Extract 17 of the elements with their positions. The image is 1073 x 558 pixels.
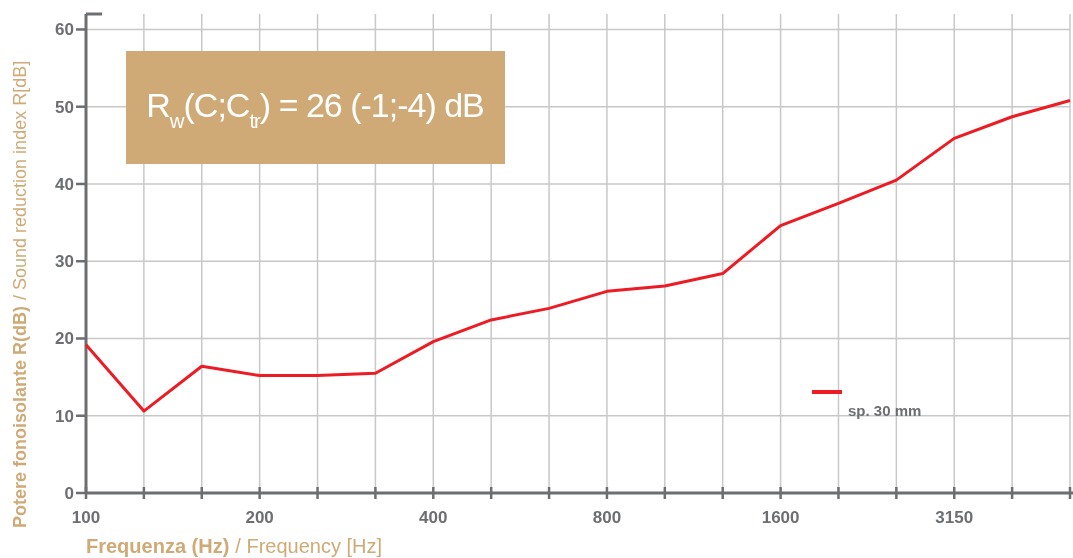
x-tick-label: 100	[71, 508, 101, 527]
x-tick-label: 200	[245, 508, 274, 527]
text: sp. 30 mm	[848, 402, 922, 419]
annotation: R$_{w}$(C;C$_{tr}$) = 26 (-1;-4) dB	[146, 86, 484, 132]
x-axis-title: Frequenza (Hz) / Frequency [Hz]	[86, 535, 383, 557]
x-tick-label: 800	[592, 508, 622, 527]
x-tick-label: 1600	[761, 508, 800, 527]
y-tick-label: 0	[64, 483, 74, 503]
x-tick-label: 3150	[935, 508, 974, 527]
x-tick-label: 400	[419, 508, 448, 527]
y-tick-label: 60	[55, 20, 74, 40]
y-tick-label: 50	[55, 97, 74, 117]
y-tick-label: 40	[55, 174, 74, 194]
y-tick-label: 20	[55, 329, 74, 349]
y-tick-label: 10	[55, 406, 74, 426]
y-tick-label: 30	[55, 252, 74, 272]
y-axis-title: Potere fonoisolante R(dB) / Sound reduction index R[dB]	[10, 60, 30, 528]
